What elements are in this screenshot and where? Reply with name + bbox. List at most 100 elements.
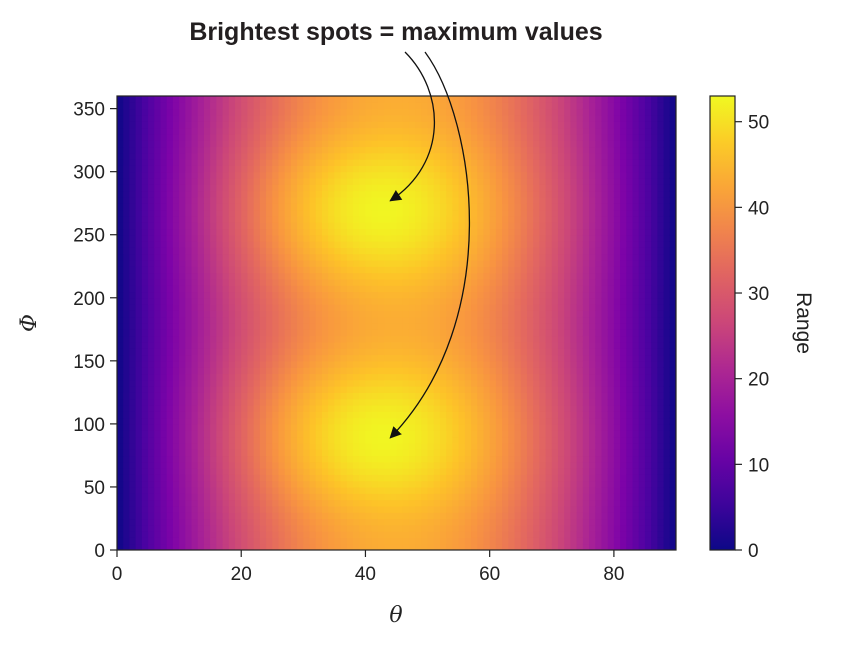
heatmap-cell: [377, 247, 385, 255]
heatmap-cell: [303, 354, 311, 362]
heatmap-cell: [402, 531, 410, 538]
heatmap-cell: [489, 335, 497, 343]
heatmap-cell: [235, 423, 242, 431]
heatmap-cell: [452, 524, 460, 532]
heatmap-cell: [346, 455, 354, 463]
heatmap-cell: [427, 543, 435, 550]
heatmap-cell: [266, 316, 273, 324]
heatmap-cell: [203, 253, 211, 261]
heatmap-cell: [203, 354, 211, 362]
heatmap-cell: [340, 373, 348, 381]
heatmap-cell: [210, 228, 217, 236]
heatmap-cell: [502, 373, 509, 381]
heatmap-cell: [117, 430, 124, 438]
heatmap-cell: [408, 272, 416, 280]
heatmap-cell: [384, 247, 391, 255]
heatmap-cell: [483, 480, 491, 488]
heatmap-cell: [390, 461, 398, 469]
heatmap-cell: [539, 102, 547, 110]
heatmap-cell: [439, 215, 447, 223]
heatmap-cell: [514, 354, 522, 362]
heatmap-cell: [278, 449, 286, 457]
heatmap-cell: [471, 304, 478, 311]
heatmap-cell: [489, 505, 497, 513]
heatmap-cell: [539, 455, 547, 463]
heatmap-cell: [160, 474, 168, 482]
heatmap-cell: [346, 430, 354, 438]
heatmap-cell: [210, 354, 217, 362]
heatmap-cell: [526, 203, 534, 211]
heatmap-cell: [452, 455, 460, 463]
heatmap-cell: [166, 455, 174, 463]
heatmap-cell: [433, 133, 441, 141]
heatmap-cell: [253, 209, 261, 217]
heatmap-cell: [172, 114, 180, 122]
heatmap-cell: [241, 203, 249, 211]
heatmap-cell: [520, 102, 528, 110]
heatmap-cell: [464, 531, 472, 538]
heatmap-cell: [502, 480, 509, 488]
heatmap-cell: [359, 335, 367, 343]
heatmap-cell: [309, 537, 317, 545]
heatmap-cell: [135, 133, 143, 141]
heatmap-cell: [203, 474, 211, 482]
heatmap-cell: [471, 272, 478, 280]
heatmap-cell: [272, 430, 280, 438]
heatmap-cell: [290, 329, 298, 337]
heatmap-cell: [452, 354, 460, 362]
heatmap-cell: [477, 512, 485, 520]
heatmap-cell: [495, 543, 503, 550]
heatmap-cell: [514, 468, 522, 475]
heatmap-cell: [439, 272, 447, 280]
heatmap-cell: [272, 512, 280, 520]
heatmap-cell: [148, 392, 155, 400]
heatmap-cell: [117, 404, 124, 412]
heatmap-cell: [129, 518, 137, 526]
heatmap-cell: [508, 430, 516, 438]
heatmap-cell: [247, 159, 255, 166]
heatmap-cell: [154, 436, 162, 444]
heatmap-cell: [384, 108, 391, 116]
heatmap-cell: [483, 310, 491, 318]
heatmap-cell: [508, 518, 516, 526]
heatmap-cell: [166, 493, 174, 501]
heatmap-cell: [359, 354, 367, 362]
heatmap-cell: [309, 505, 317, 513]
heatmap-cell: [526, 486, 534, 494]
heatmap-cell: [533, 449, 540, 457]
heatmap-cell: [464, 102, 472, 110]
heatmap-cell: [160, 159, 168, 166]
heatmap-cell: [502, 121, 509, 129]
heatmap-cell: [377, 140, 385, 148]
heatmap-cell: [377, 165, 385, 173]
heatmap-cell: [266, 184, 273, 192]
heatmap-cell: [545, 512, 553, 520]
heatmap-cell: [216, 417, 224, 425]
heatmap-cell: [483, 323, 491, 330]
heatmap-cell: [148, 348, 155, 356]
heatmap-cell: [179, 102, 186, 110]
heatmap-cell: [154, 304, 162, 311]
heatmap-cell: [396, 537, 404, 545]
heatmap-cell: [241, 266, 249, 274]
heatmap-cell: [315, 468, 323, 475]
heatmap-cell: [228, 184, 236, 192]
heatmap-cell: [526, 543, 534, 550]
heatmap-cell: [334, 102, 342, 110]
heatmap-cell: [241, 209, 249, 217]
heatmap-cell: [533, 360, 540, 368]
heatmap-cell: [427, 241, 435, 248]
heatmap-cell: [514, 108, 522, 116]
heatmap-cell: [464, 411, 472, 419]
heatmap-cell: [384, 215, 391, 223]
heatmap-cell: [253, 360, 261, 368]
heatmap-cell: [471, 505, 478, 513]
heatmap-cell: [334, 259, 342, 267]
heatmap-cell: [520, 310, 528, 318]
heatmap-cell: [439, 165, 447, 173]
heatmap-cell: [197, 461, 205, 469]
heatmap-cell: [210, 190, 217, 198]
heatmap-cell: [123, 140, 131, 148]
heatmap-cell: [439, 108, 447, 116]
heatmap-cell: [154, 266, 162, 274]
